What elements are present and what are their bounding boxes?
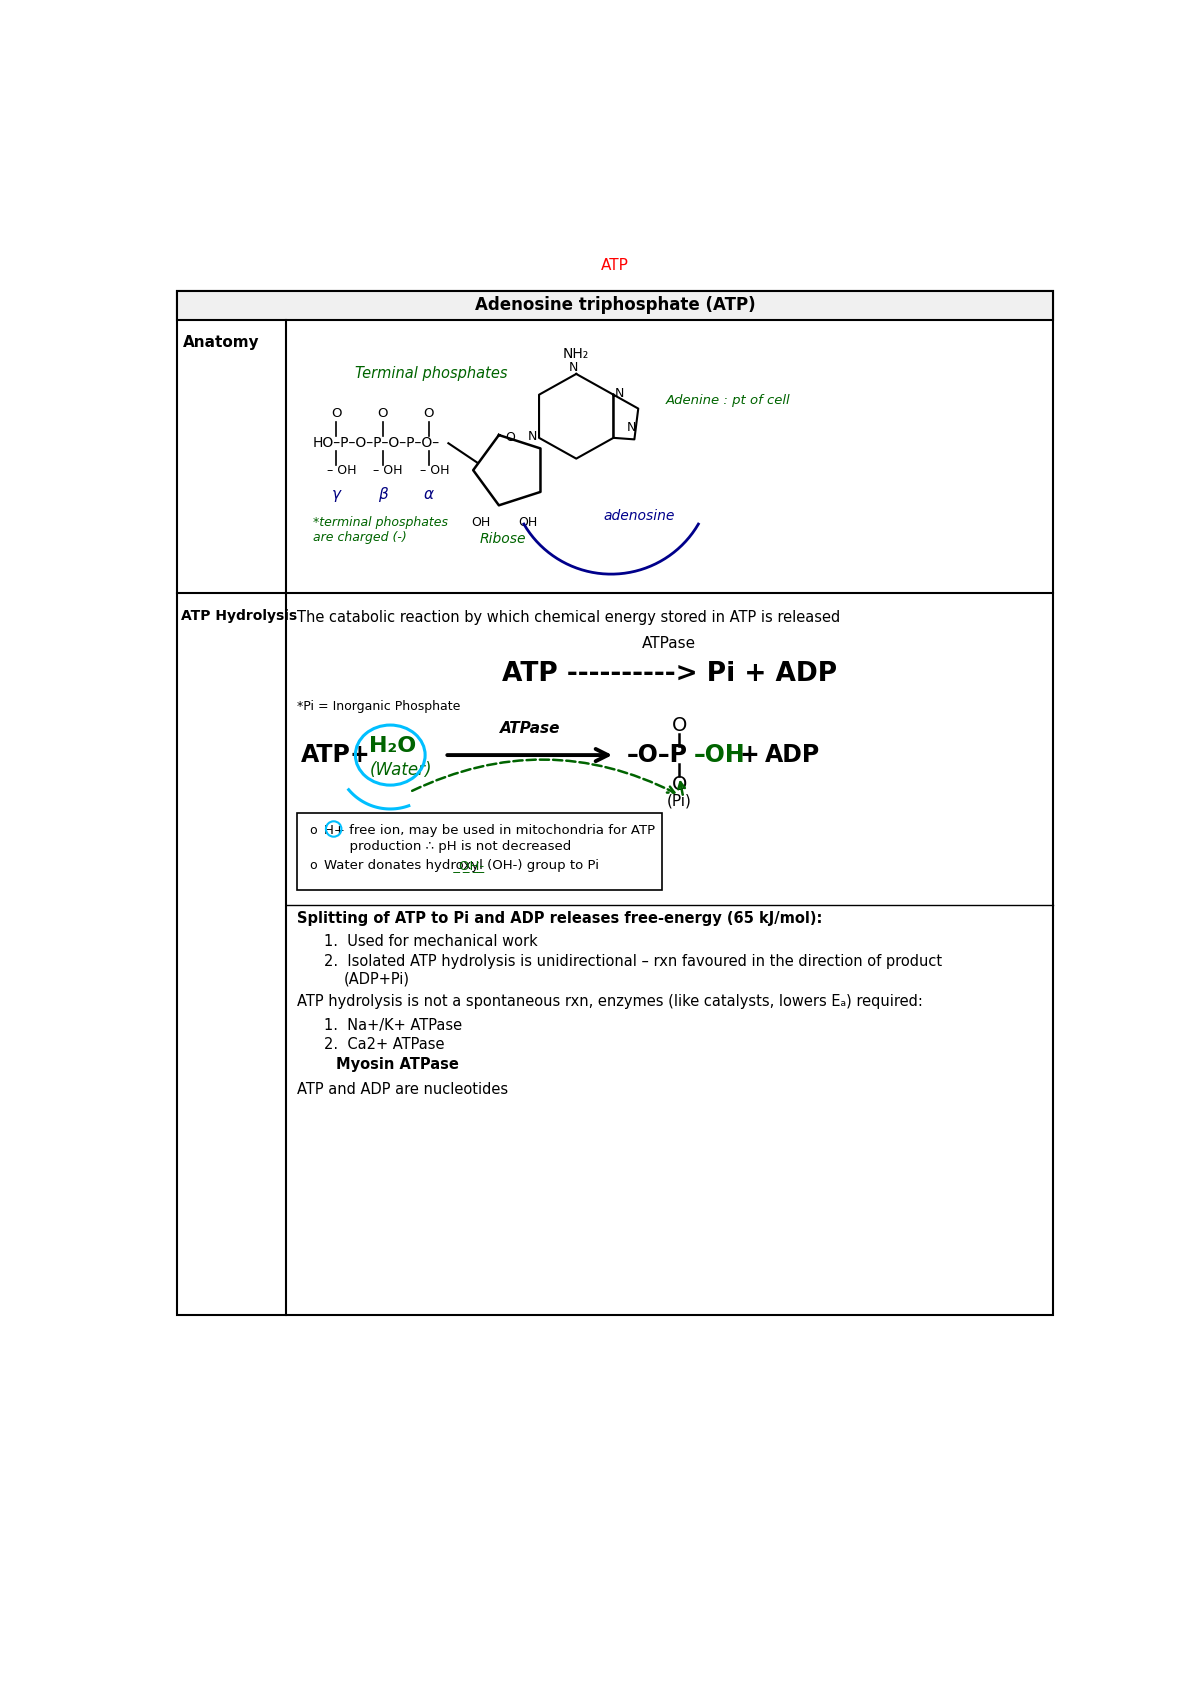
Text: Adenosine triphosphate (ATP): Adenosine triphosphate (ATP) (475, 297, 755, 314)
Text: (ADP+Pi): (ADP+Pi) (343, 971, 409, 987)
Text: N: N (528, 430, 538, 443)
Text: H+ free ion, may be used in mitochondria for ATP: H+ free ion, may be used in mitochondria… (324, 825, 655, 837)
Text: *Pi = Inorganic Phosphate: *Pi = Inorganic Phosphate (298, 700, 461, 713)
Text: 1.  Na+/K+ ATPase: 1. Na+/K+ ATPase (324, 1019, 462, 1034)
Text: – OH: – OH (420, 465, 449, 477)
Text: Water donates hydroxyl (OH-) group to Pi: Water donates hydroxyl (OH-) group to Pi (324, 859, 599, 873)
Text: Ribose: Ribose (479, 533, 526, 547)
Text: O: O (424, 408, 434, 421)
Text: N: N (626, 421, 636, 435)
Text: ATP Hydrolysis: ATP Hydrolysis (181, 610, 298, 623)
Text: O: O (377, 408, 388, 421)
Text: –OH: –OH (694, 744, 745, 767)
Text: Adenine : pt of cell: Adenine : pt of cell (665, 394, 790, 408)
Text: 1.  Used for mechanical work: 1. Used for mechanical work (324, 934, 538, 949)
Text: HO–P–O–P–O–P–O–: HO–P–O–P–O–P–O– (313, 436, 440, 450)
Text: ATP ----------> Pi + ADP: ATP ----------> Pi + ADP (502, 661, 836, 688)
Text: –O–P: –O–P (626, 744, 688, 767)
Text: H₂O: H₂O (370, 735, 416, 756)
Text: γ: γ (331, 487, 341, 501)
Text: OH: OH (472, 516, 491, 530)
Text: Splitting of ATP to Pi and ADP releases free-energy (65 kJ/mol):: Splitting of ATP to Pi and ADP releases … (298, 912, 823, 927)
Bar (298, 813, 661, 890)
Text: O: O (505, 431, 515, 445)
Text: ATP: ATP (301, 744, 352, 767)
Text: α: α (424, 487, 434, 501)
Text: 2.  Isolated ATP hydrolysis is unidirectional – rxn favoured in the direction of: 2. Isolated ATP hydrolysis is unidirecti… (324, 954, 942, 970)
Text: ̲O̲H̲̲-̲: ̲O̲H̲̲-̲ (460, 859, 485, 873)
Text: The catabolic reaction by which chemical energy stored in ATP is released: The catabolic reaction by which chemical… (298, 610, 840, 625)
Text: O: O (672, 717, 688, 735)
Text: OH: OH (518, 516, 538, 530)
Text: O: O (672, 774, 688, 795)
Text: (Pi): (Pi) (667, 793, 691, 808)
Bar (178, 290, 1052, 1314)
Text: Myosin ATPase: Myosin ATPase (336, 1056, 458, 1071)
Text: – OH: – OH (373, 465, 403, 477)
Text: ATP: ATP (601, 258, 629, 273)
Text: N: N (616, 387, 624, 399)
Text: production ∴ pH is not decreased: production ∴ pH is not decreased (324, 841, 571, 852)
Text: ATP hydrolysis is not a spontaneous rxn, enzymes (like catalysts, lowers Eₐ) req: ATP hydrolysis is not a spontaneous rxn,… (298, 993, 923, 1009)
Text: ATPase: ATPase (499, 720, 560, 735)
Text: +: + (739, 744, 758, 767)
Text: N: N (569, 362, 578, 374)
Text: +: + (349, 744, 368, 767)
Text: ATPase: ATPase (642, 637, 696, 650)
Text: – OH: – OH (326, 465, 356, 477)
Text: *terminal phosphates
are charged (-): *terminal phosphates are charged (-) (313, 516, 448, 545)
Text: (Water): (Water) (370, 761, 432, 779)
Text: Anatomy: Anatomy (184, 336, 260, 350)
Text: ATP and ADP are nucleotides: ATP and ADP are nucleotides (298, 1082, 509, 1097)
Text: 2.  Ca2+ ATPase: 2. Ca2+ ATPase (324, 1037, 445, 1051)
Text: o: o (308, 825, 317, 837)
Text: o: o (308, 859, 317, 873)
Text: ADP: ADP (764, 744, 820, 767)
Bar (178, 290, 1052, 319)
Text: Terminal phosphates: Terminal phosphates (355, 367, 508, 382)
Text: adenosine: adenosine (604, 509, 674, 523)
Text: β: β (378, 487, 388, 501)
Text: NH₂: NH₂ (563, 346, 589, 362)
Text: O: O (331, 408, 341, 421)
